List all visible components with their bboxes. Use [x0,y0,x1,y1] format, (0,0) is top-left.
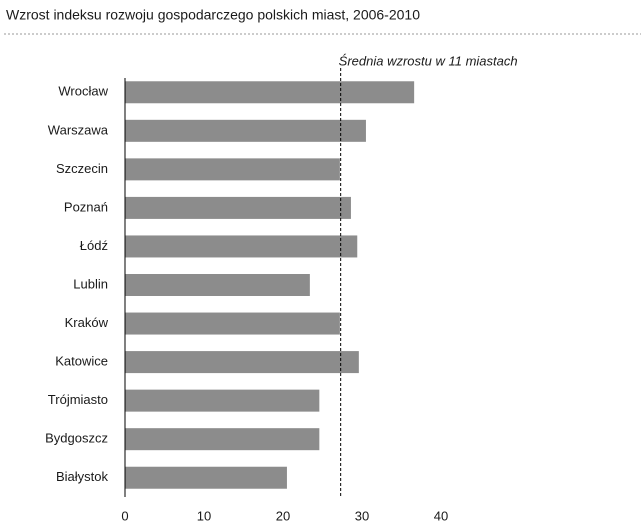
bar [125,81,415,104]
x-tick-label: 0 [121,508,128,522]
x-tick-label: 20 [276,508,290,522]
y-tick-label: Bydgoszcz [45,431,108,446]
bar [125,196,351,219]
x-tick-label: 30 [355,508,369,522]
bar [125,312,340,335]
average-label: Średnia wzrostu w 11 miastach [339,53,518,68]
y-tick-label: Łódź [80,238,108,253]
bar [125,274,310,296]
x-tick-label: 40 [434,508,448,522]
bar [125,428,320,451]
chart-title: Wzrost indeksu rozwoju gospodarczego pol… [6,7,420,23]
y-tick-label: Poznań [64,199,108,214]
y-tick-label: Kraków [65,315,109,330]
y-tick-label: Szczecin [56,161,108,176]
bar [125,119,366,142]
bar [125,466,287,489]
y-tick-label: Warszawa [48,122,109,137]
y-tick-label: Wrocław [58,84,108,99]
bar [125,351,359,374]
bar [125,158,340,181]
bar [125,235,358,258]
bar [125,389,320,412]
y-tick-label: Białystok [56,469,109,484]
y-tick-label: Lublin [73,276,108,291]
x-tick-label: 10 [197,508,211,522]
y-tick-label: Trójmiasto [48,392,108,407]
y-tick-label: Katowice [55,354,108,369]
